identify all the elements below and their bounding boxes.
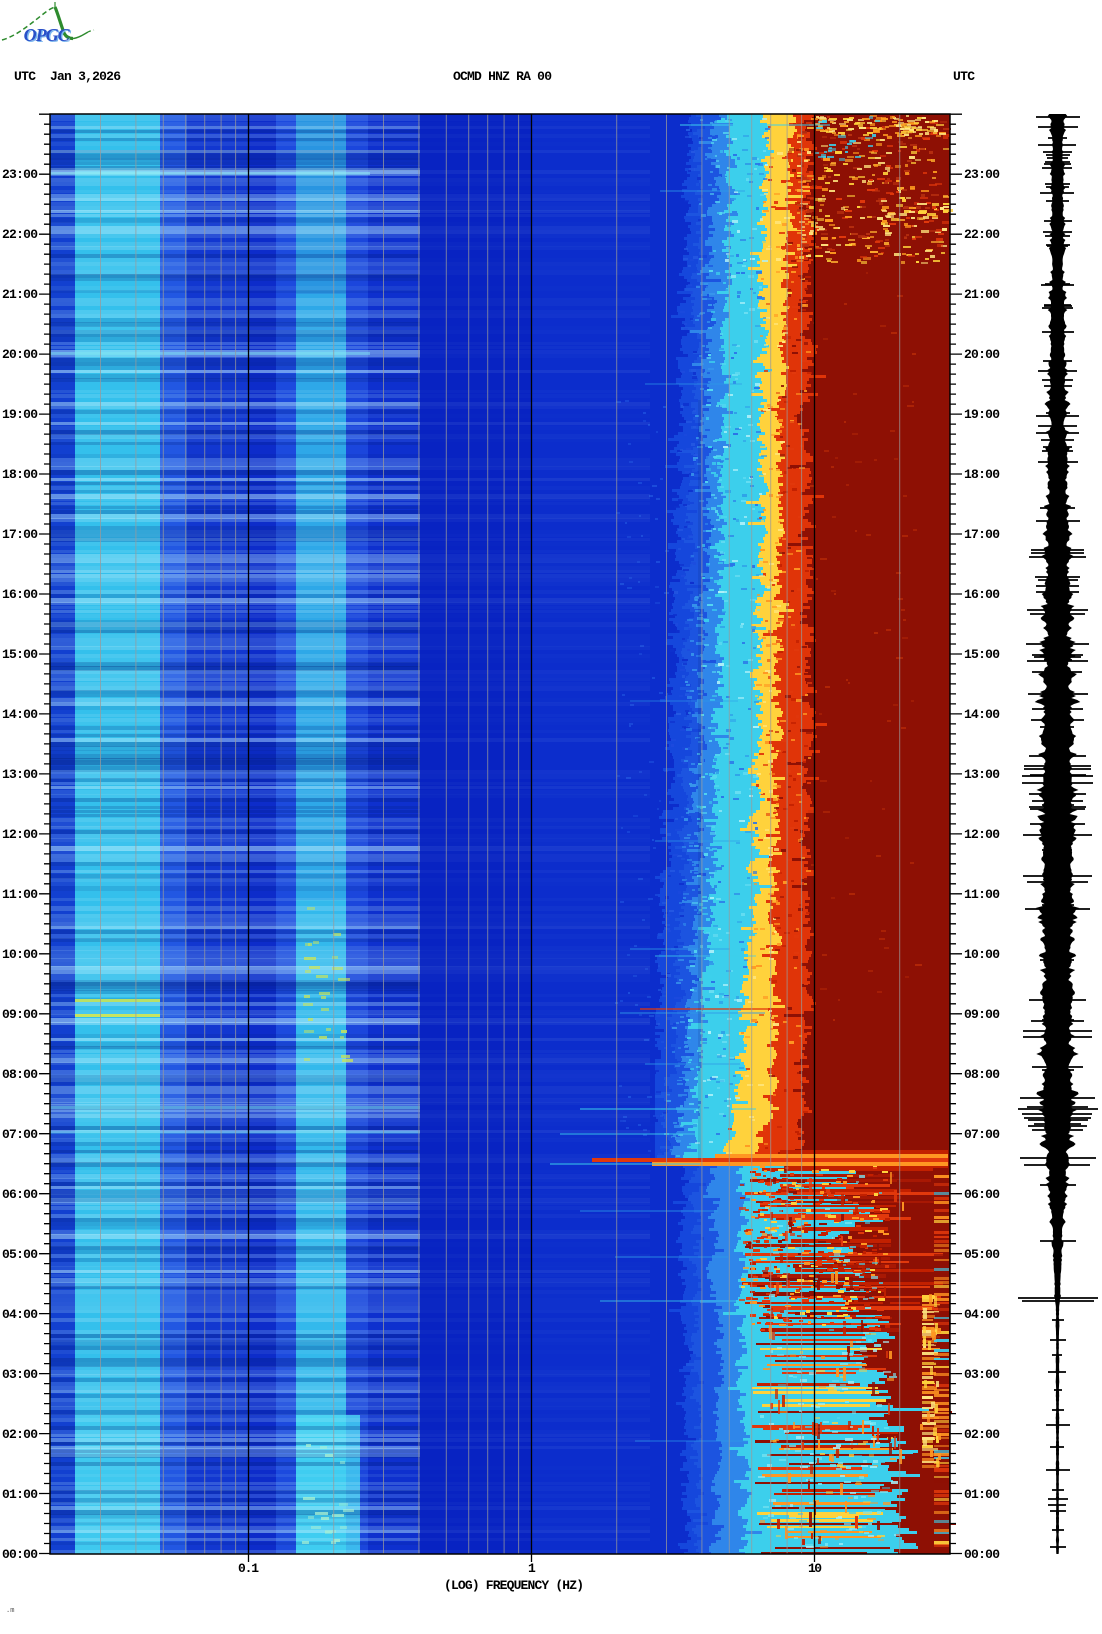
svg-text:15:00: 15:00 bbox=[2, 647, 38, 662]
svg-text:1: 1 bbox=[528, 1561, 536, 1576]
svg-text:OPGC: OPGC bbox=[25, 26, 72, 46]
svg-text:04:00: 04:00 bbox=[2, 1307, 38, 1322]
svg-text:19:00: 19:00 bbox=[964, 407, 1000, 422]
svg-text:07:00: 07:00 bbox=[2, 1127, 38, 1142]
svg-text:09:00: 09:00 bbox=[2, 1007, 38, 1022]
svg-text:07:00: 07:00 bbox=[964, 1127, 1000, 1142]
svg-text:11:00: 11:00 bbox=[2, 887, 38, 902]
svg-text:02:00: 02:00 bbox=[2, 1427, 38, 1442]
svg-text:(LOG) FREQUENCY (HZ): (LOG) FREQUENCY (HZ) bbox=[444, 1578, 584, 1593]
svg-text:16:00: 16:00 bbox=[2, 587, 38, 602]
svg-text:04:00: 04:00 bbox=[964, 1307, 1000, 1322]
svg-text:UTC: UTC bbox=[953, 69, 975, 84]
svg-text:05:00: 05:00 bbox=[964, 1247, 1000, 1262]
svg-text:10: 10 bbox=[808, 1561, 822, 1576]
svg-text:21:00: 21:00 bbox=[964, 287, 1000, 302]
svg-text:01:00: 01:00 bbox=[2, 1487, 38, 1502]
svg-text:.m: .m bbox=[6, 1607, 14, 1615]
svg-text:12:00: 12:00 bbox=[2, 827, 38, 842]
svg-text:05:00: 05:00 bbox=[2, 1247, 38, 1262]
svg-text:06:00: 06:00 bbox=[2, 1187, 38, 1202]
svg-text:OPGC: OPGC bbox=[24, 25, 71, 45]
svg-text:17:00: 17:00 bbox=[964, 527, 1000, 542]
svg-text:0.1: 0.1 bbox=[238, 1561, 259, 1576]
svg-text:01:00: 01:00 bbox=[964, 1487, 1000, 1502]
svg-text:00:00: 00:00 bbox=[2, 1547, 38, 1562]
svg-text:13:00: 13:00 bbox=[964, 767, 1000, 782]
svg-text:Jan 3,2026: Jan 3,2026 bbox=[50, 69, 121, 84]
svg-text:23:00: 23:00 bbox=[2, 167, 38, 182]
svg-text:03:00: 03:00 bbox=[2, 1367, 38, 1382]
svg-text:22:00: 22:00 bbox=[2, 227, 38, 242]
svg-text:18:00: 18:00 bbox=[2, 467, 38, 482]
svg-text:16:00: 16:00 bbox=[964, 587, 1000, 602]
svg-text:08:00: 08:00 bbox=[964, 1067, 1000, 1082]
svg-text:14:00: 14:00 bbox=[2, 707, 38, 722]
svg-text:17:00: 17:00 bbox=[2, 527, 38, 542]
svg-text:09:00: 09:00 bbox=[964, 1007, 1000, 1022]
svg-text:21:00: 21:00 bbox=[2, 287, 38, 302]
svg-text:20:00: 20:00 bbox=[964, 347, 1000, 362]
svg-text:23:00: 23:00 bbox=[964, 167, 1000, 182]
svg-text:22:00: 22:00 bbox=[964, 227, 1000, 242]
svg-text:18:00: 18:00 bbox=[964, 467, 1000, 482]
svg-text:02:00: 02:00 bbox=[964, 1427, 1000, 1442]
svg-text:13:00: 13:00 bbox=[2, 767, 38, 782]
svg-text:OCMD HNZ RA 00: OCMD HNZ RA 00 bbox=[453, 69, 552, 84]
svg-text:06:00: 06:00 bbox=[964, 1187, 1000, 1202]
svg-text:03:00: 03:00 bbox=[964, 1367, 1000, 1382]
svg-text:08:00: 08:00 bbox=[2, 1067, 38, 1082]
svg-text:11:00: 11:00 bbox=[964, 887, 1000, 902]
svg-text:UTC: UTC bbox=[14, 69, 36, 84]
svg-text:10:00: 10:00 bbox=[964, 947, 1000, 962]
svg-text:15:00: 15:00 bbox=[964, 647, 1000, 662]
svg-text:00:00: 00:00 bbox=[964, 1547, 1000, 1562]
svg-text:14:00: 14:00 bbox=[964, 707, 1000, 722]
svg-text:10:00: 10:00 bbox=[2, 947, 38, 962]
svg-text:19:00: 19:00 bbox=[2, 407, 38, 422]
svg-text:20:00: 20:00 bbox=[2, 347, 38, 362]
svg-text:12:00: 12:00 bbox=[964, 827, 1000, 842]
